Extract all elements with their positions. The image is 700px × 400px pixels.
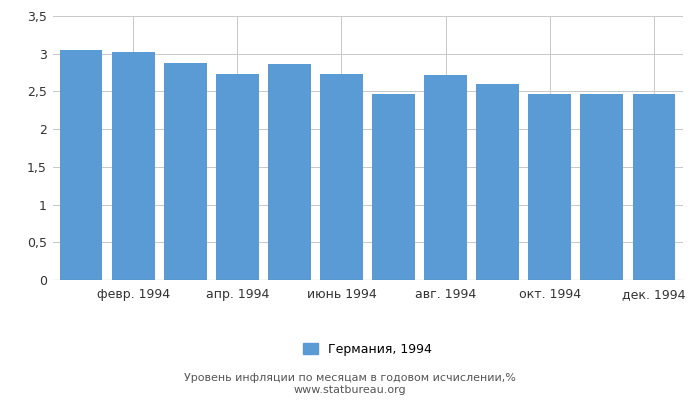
Bar xyxy=(424,75,467,280)
Bar xyxy=(320,74,363,280)
Bar xyxy=(164,63,206,280)
Bar xyxy=(112,52,155,280)
Bar xyxy=(580,94,623,280)
Bar xyxy=(60,50,102,280)
Bar xyxy=(633,94,676,280)
Bar xyxy=(528,94,571,280)
Bar xyxy=(268,64,311,280)
Bar xyxy=(216,74,259,280)
Bar xyxy=(372,94,415,280)
Text: Уровень инфляции по месяцам в годовом исчислении,%: Уровень инфляции по месяцам в годовом ис… xyxy=(184,373,516,383)
Legend: Германия, 1994: Германия, 1994 xyxy=(300,339,435,360)
Bar xyxy=(476,84,519,280)
Text: www.statbureau.org: www.statbureau.org xyxy=(294,385,406,395)
